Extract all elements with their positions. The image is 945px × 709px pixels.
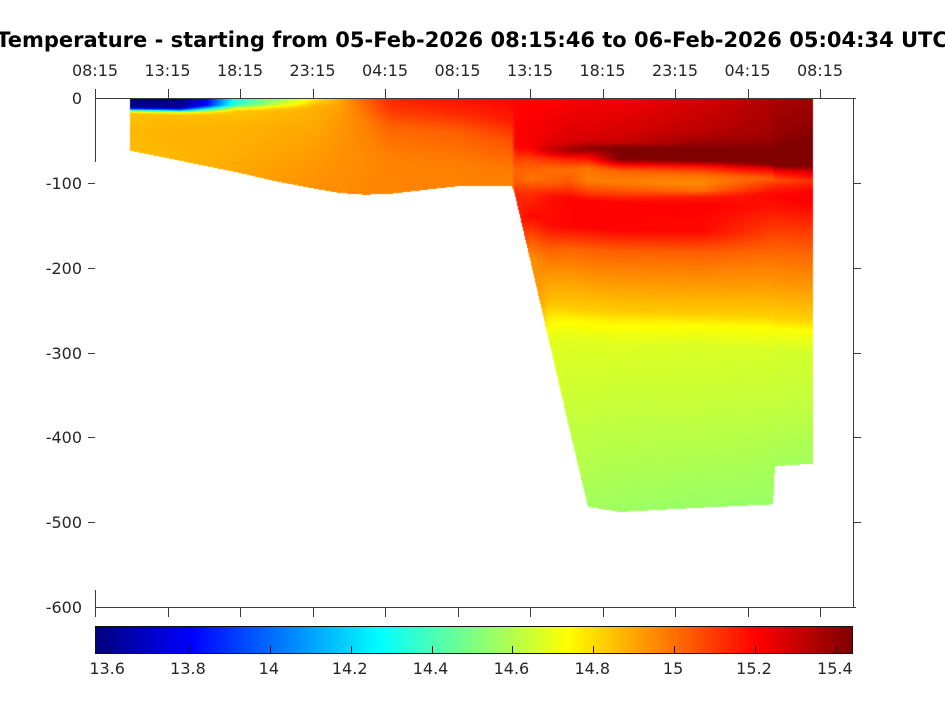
x-axis-tick-label: 23:15 [289,61,336,80]
x-axis-tick-label: 04:15 [724,61,771,80]
bottom-x-tick [312,608,314,617]
right-y-tick [854,353,861,354]
bottom-x-tick [602,608,604,617]
x-axis-tick-label: 13:15 [144,61,191,80]
left-y-tick [88,353,95,354]
top-x-tick [457,89,459,98]
plot-title: Temperature - starting from 05-Feb-2026 … [0,28,945,52]
y-axis-tick-label: -600 [45,598,82,617]
colorbar-tick-label: 14.8 [574,659,611,678]
colorbar-tick [754,646,756,653]
right-y-tick [854,522,861,523]
colorbar-tick [835,646,837,653]
bottom-x-tick [530,608,531,617]
x-axis-tick-label: 08:15 [434,61,481,80]
colorbar-tick-label: 13.8 [170,659,206,678]
top-x-axis-line [95,98,856,99]
bottom-x-tick [675,608,676,617]
bottom-x-tick [167,608,169,617]
x-axis-tick-label: 18:15 [579,61,626,80]
left-y-tick [88,437,95,438]
left-y-axis-segment-top [95,89,96,162]
y-axis-tick-label: -400 [45,428,82,447]
bottom-x-tick [95,608,96,617]
x-axis-tick-label: 13:15 [506,61,554,80]
left-y-tick [88,522,95,523]
bottom-x-tick [820,608,821,617]
top-x-tick [530,89,531,98]
right-y-axis-line [853,98,854,608]
colorbar-tick [350,646,352,653]
colorbar [95,626,853,654]
bottom-x-axis-line [95,607,856,608]
bottom-x-tick [240,608,241,617]
colorbar-tick-label: 14.6 [493,659,530,678]
top-x-tick [312,89,314,98]
x-axis-tick-label: 04:15 [361,61,409,80]
x-axis-tick-label: 08:15 [796,61,844,80]
right-y-tick [854,183,861,184]
bottom-x-tick [457,608,459,617]
colorbar-tick-label: 15 [662,659,684,678]
colorbar-tick [431,646,433,653]
top-x-tick [167,89,169,98]
top-x-tick [675,89,676,98]
colorbar-tick [188,646,190,653]
top-x-tick [385,89,386,98]
x-axis-tick-label: 18:15 [216,61,264,80]
colorbar-tick-label: 14.4 [412,659,449,678]
left-y-tick [88,183,95,184]
top-x-tick [95,89,96,98]
x-axis-tick-label: 08:15 [71,61,119,80]
top-x-tick [747,89,749,98]
colorbar-tick-label: 13.6 [89,659,125,678]
bottom-x-tick [747,608,749,617]
top-x-tick [240,89,241,98]
top-x-tick [820,89,821,98]
left-y-axis-segment-bottom [95,590,96,617]
colorbar-tick [593,646,595,653]
colorbar-tick-label: 14 [258,659,279,678]
temperature-heatmap [95,98,855,607]
colorbar-tick-label: 15.4 [817,659,853,678]
top-x-tick [602,89,604,98]
y-axis-tick-label: -500 [45,513,82,532]
colorbar-tick [512,646,514,653]
colorbar-gradient [96,627,852,653]
bottom-x-tick [385,608,386,617]
colorbar-tick-label: 15.2 [736,659,772,678]
left-y-tick [88,268,95,269]
colorbar-tick [108,646,110,653]
y-axis-tick-label: 0 [71,89,82,108]
colorbar-tick [269,646,271,653]
colorbar-tick [674,646,676,653]
y-axis-tick-label: -200 [45,259,82,278]
y-axis-tick-label: -300 [45,344,82,363]
right-y-tick [854,437,861,438]
x-axis-tick-label: 23:15 [651,61,699,80]
y-axis-tick-label: -100 [45,174,82,193]
colorbar-tick-label: 14.2 [331,659,368,678]
right-y-tick [854,268,861,269]
